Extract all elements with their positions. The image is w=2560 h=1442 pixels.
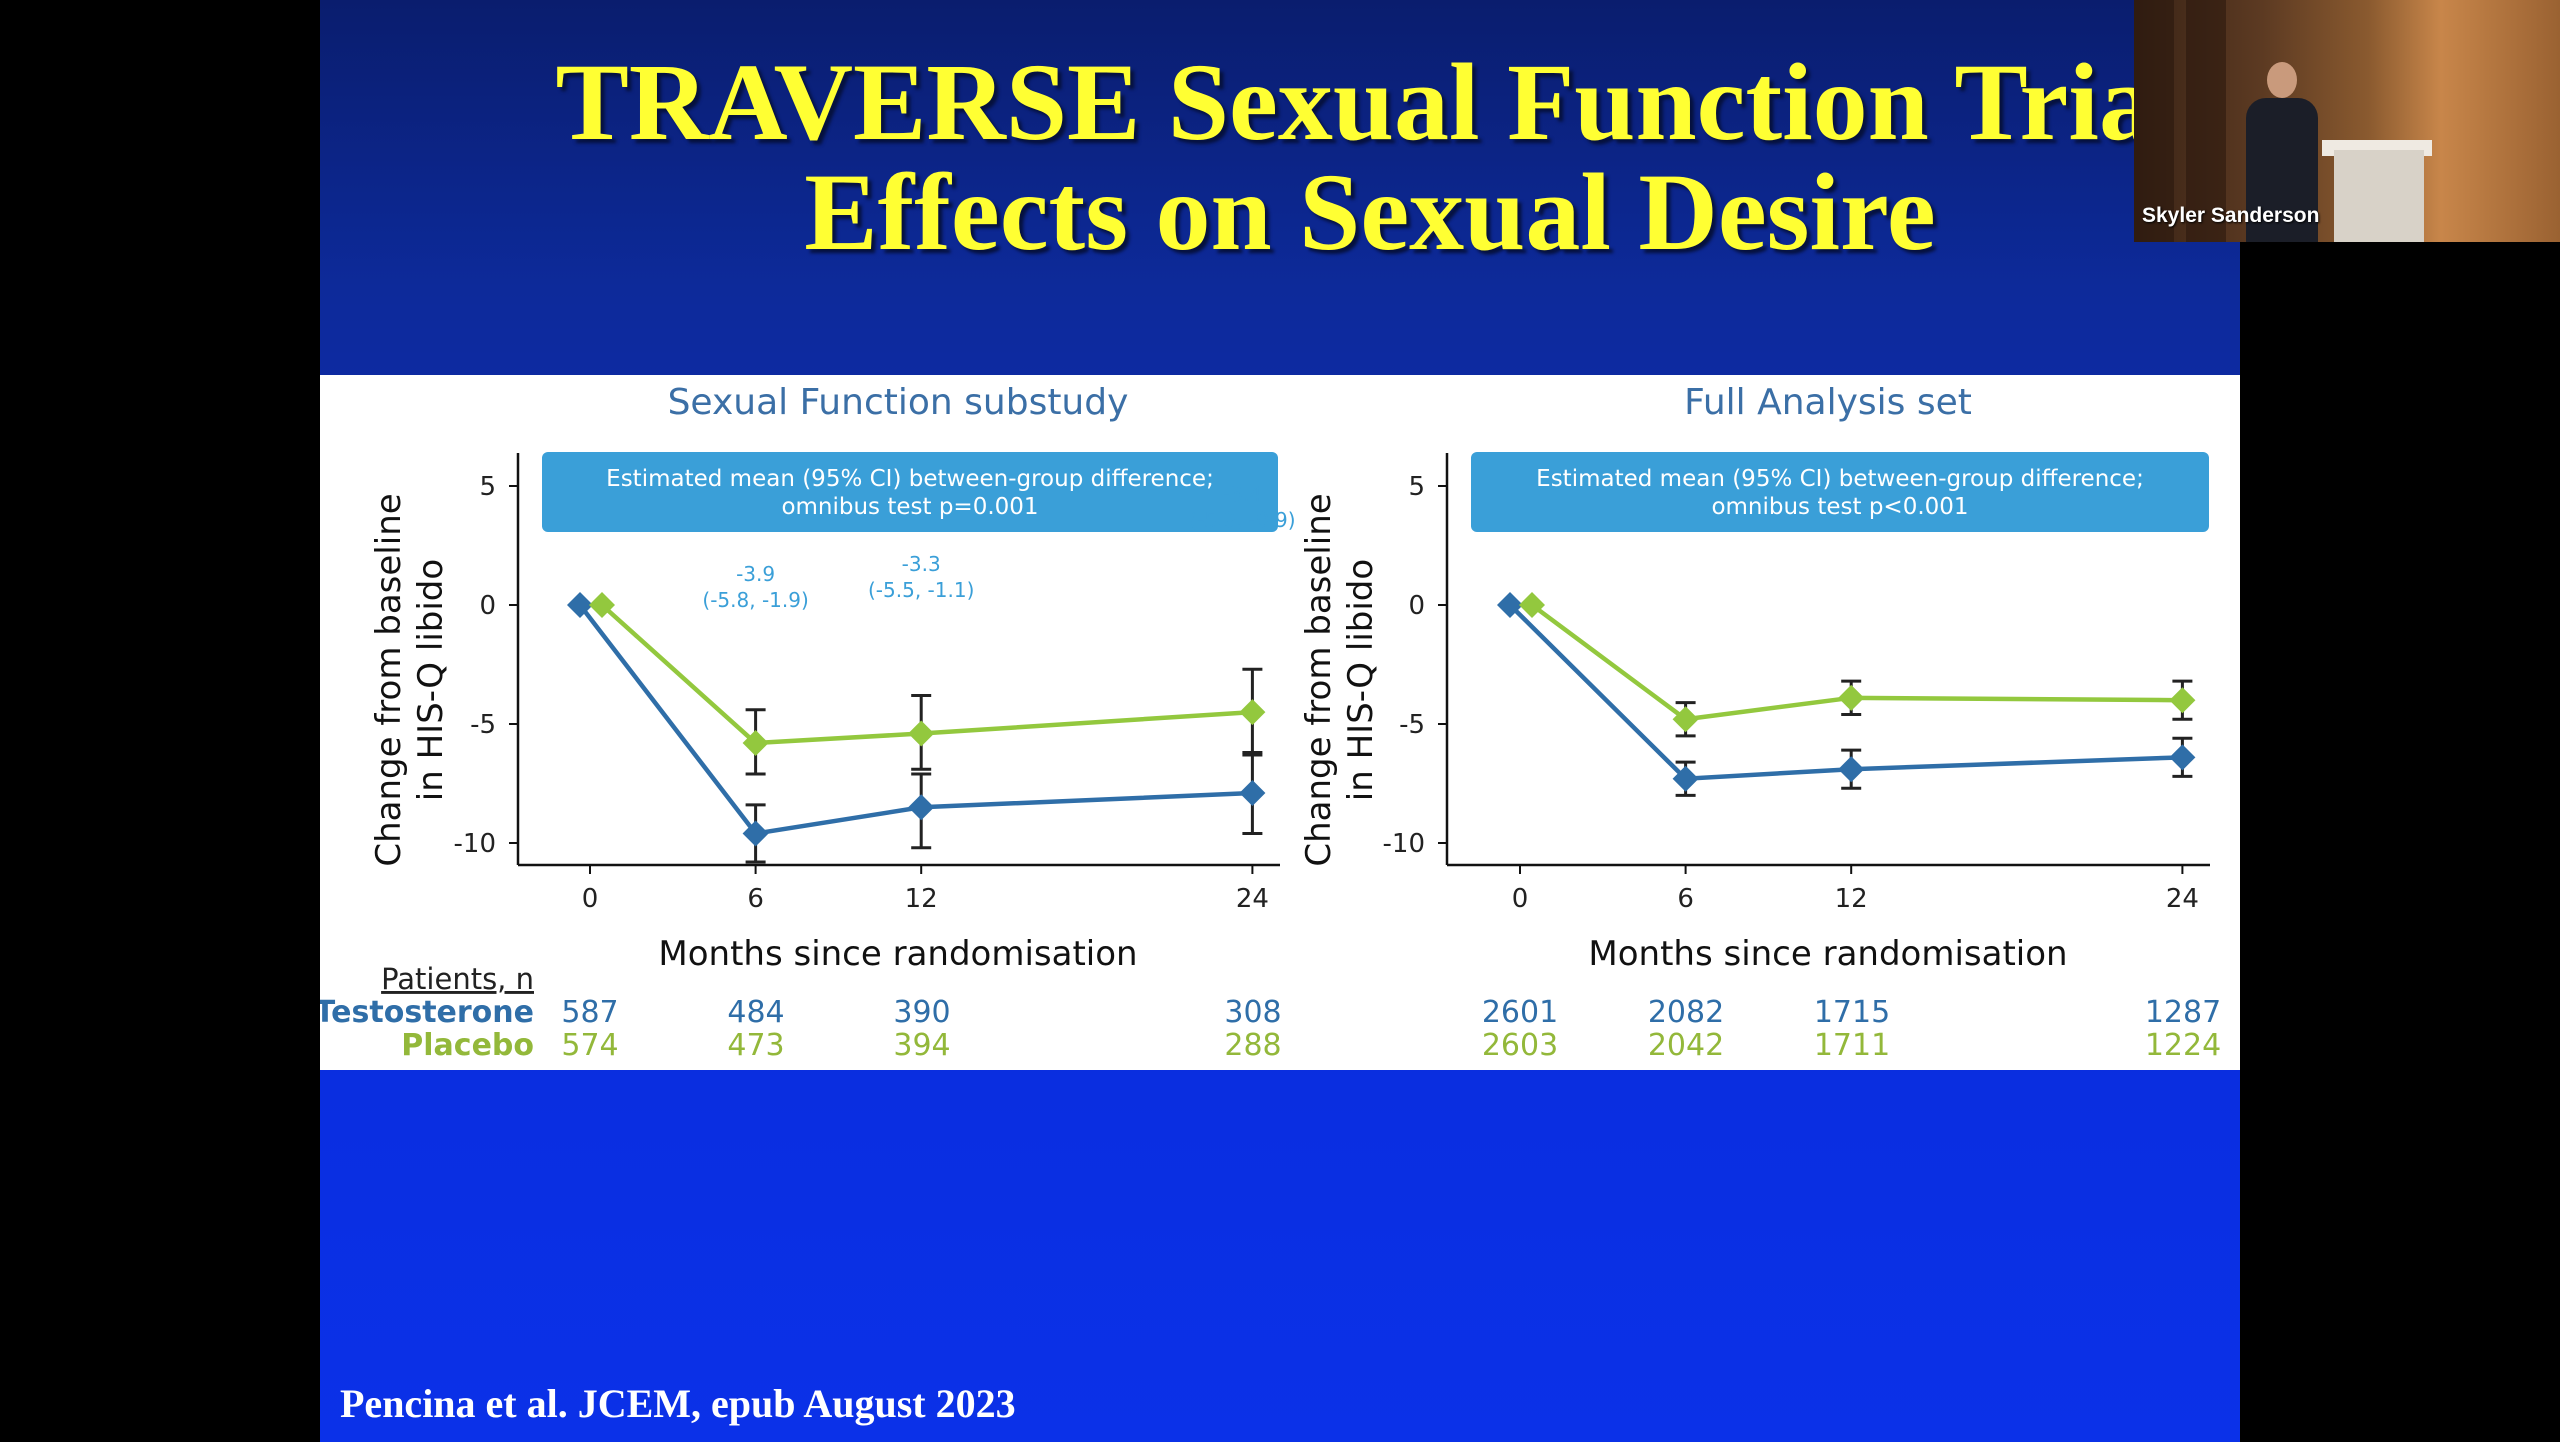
left-ci-banner [542,452,1278,532]
figure-svg: Sexual Function substudy Estimated mean … [320,382,2221,1063]
right-placebo-count: 2042 [1648,1028,1724,1063]
right-x-tick-label: 6 [1677,884,1694,914]
patients-header: Patients, n [381,962,534,996]
right-y-tick-label: -10 [1383,829,1425,859]
left-x-axis-label: Months since randomisation [658,934,1137,974]
right-testosterone-point [1497,592,1523,618]
left-y-tick-label: 5 [479,472,496,502]
left-y-tick-label: -10 [454,829,496,859]
curtain-left [2134,0,2174,242]
right-plot-area: 5 0 -5 -10 0 6 12 24 [1383,453,2210,914]
left-y-axis-label-2: in HIS-Q libido [411,559,451,801]
right-y-axis-label-2: in HIS-Q libido [1341,559,1381,801]
left-testosterone-count: 587 [561,995,618,1030]
right-placebo-point [1838,684,1865,711]
left-chart-title: Sexual Function substudy [668,382,1129,423]
left-annotation-value: -3.4 [1223,482,1262,506]
left-placebo-point [589,592,615,618]
speaker-webcam: Skyler Sanderson [2134,0,2560,242]
right-placebo-count: 1711 [1814,1028,1890,1063]
left-annotation-value: -3.3 [902,552,941,576]
right-y-axis-label-1: Change from baseline [1299,493,1339,866]
left-x-tick-label: 0 [582,884,599,914]
right-testosterone-point [1672,765,1699,792]
left-testosterone-count: 390 [893,995,950,1030]
left-placebo-point [1239,699,1266,726]
left-placebo-point [742,730,769,757]
left-testosterone-count: 308 [1224,995,1281,1030]
curtain-mid [2186,0,2226,242]
left-placebo-count: 574 [561,1028,618,1063]
right-y-tick-label: -5 [1399,710,1425,740]
left-placebo-line [600,603,1253,746]
right-testosterone-point [2169,744,2196,771]
speaker-body [2246,98,2318,242]
right-ci-banner [1471,452,2209,532]
left-placebo-count: 473 [727,1028,784,1063]
left-banner-line-2: omnibus test p=0.001 [781,494,1038,520]
left-placebo-count: 288 [1224,1028,1281,1063]
right-x-axis-label: Months since randomisation [1588,934,2067,974]
left-testosterone-point [567,592,593,618]
figure-panel: Sexual Function substudy Estimated mean … [320,375,2240,1070]
presentation-slide: TRAVERSE Sexual Function Trial Effects o… [320,0,2240,1442]
right-placebo-point [1672,706,1699,733]
right-testosterone-count: 1715 [1814,995,1890,1030]
left-testosterone-point [742,820,769,847]
left-testosterone-line [578,603,1253,836]
right-y-tick-label: 0 [1408,591,1425,621]
left-testosterone-point [1239,780,1266,807]
citation: Pencina et al. JCEM, epub August 2023 [340,1381,1016,1426]
right-testosterone-point [1838,756,1865,783]
slide-title-line-2: Effects on Sexual Desire [804,151,1936,273]
right-testosterone-count: 2082 [1648,995,1724,1030]
left-testosterone-count: 484 [727,995,784,1030]
left-y-axis-label-1: Change from baseline [369,493,409,866]
right-banner-line-1: Estimated mean (95% CI) between-group di… [1536,466,2144,492]
right-testosterone-line [1508,603,2183,782]
left-annotation-value: -3.9 [736,562,775,586]
right-placebo-count: 2603 [1482,1028,1558,1063]
left-y-tick-label: 0 [479,591,496,621]
podium [2334,150,2424,242]
left-testosterone-point [908,794,935,821]
right-testosterone-count: 2601 [1482,995,1558,1030]
left-annotation-ci: (-5.8, -1.9) [702,588,808,612]
patient-counts: 587 484 390 308 574 473 394 288 2601 2082 1715 1287… [561,995,2221,1063]
right-x-tick-label: 24 [2166,884,2199,914]
left-banner-line-1: Estimated mean (95% CI) between-group di… [606,466,1214,492]
right-testosterone-count: 1287 [2145,995,2221,1030]
right-banner-line-2: omnibus test p<0.001 [1711,494,1968,520]
right-x-tick-label: 0 [1512,884,1529,914]
right-y-tick-label: 5 [1408,472,1425,502]
right-x-tick-label: 12 [1835,884,1868,914]
testosterone-row-label: Testosterone [320,995,534,1030]
right-placebo-point [2169,687,2196,714]
right-placebo-point [1519,592,1545,618]
right-placebo-line [1530,603,2183,722]
left-x-tick-label: 6 [747,884,764,914]
right-chart-title: Full Analysis set [1684,382,1972,423]
left-placebo-count: 394 [893,1028,950,1063]
speaker-head [2267,62,2297,98]
left-annotation-ci: (-5.5, -1.1) [868,578,974,602]
left-placebo-point [908,720,935,747]
left-annotation-ci: (-5.9, -0.9) [1189,508,1295,532]
left-y-tick-label: -5 [470,710,496,740]
speaker-name: Skyler Sanderson [2142,204,2320,227]
left-plot-area: 5 0 -5 -10 0 6 12 24 -3.9(-5.8, -1.9) -3.3(-5.5, … [454,453,1296,914]
left-x-tick-label: 24 [1236,884,1269,914]
slide-title-line-1: TRAVERSE Sexual Function Trial [555,41,2185,163]
right-placebo-count: 1224 [2145,1028,2221,1063]
left-x-tick-label: 12 [905,884,938,914]
placebo-row-label: Placebo [401,1028,534,1063]
